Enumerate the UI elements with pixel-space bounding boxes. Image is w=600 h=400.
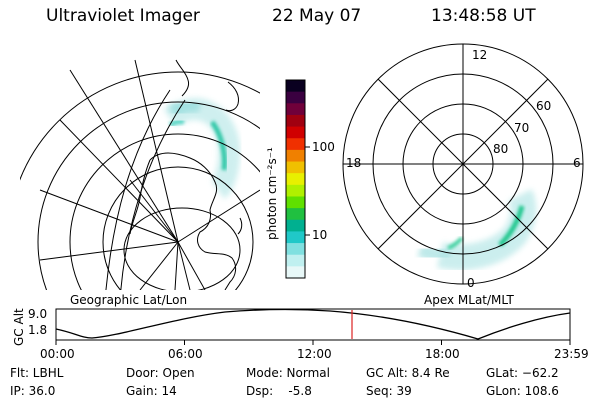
status-filter: Flt: LBHL: [10, 366, 64, 380]
mlt-label-12: 12: [472, 48, 488, 62]
status-mode: Mode: Normal: [246, 366, 330, 380]
colorbar-segment: [286, 114, 305, 128]
colorbar-segment: [286, 266, 305, 279]
altitude-ytick-high: 9.0: [28, 307, 48, 321]
polar-map: [342, 43, 584, 285]
aurora-polar: [417, 189, 537, 271]
lat-circle: [69, 133, 260, 290]
colorbar-tick-label-100: 100: [312, 140, 335, 154]
colorbar-unit-label: photon cm⁻²s⁻¹: [265, 147, 279, 240]
colorbar-segment: [286, 138, 305, 151]
status-gain: Gain: 14: [126, 384, 177, 398]
altitude-xticks: [55, 340, 571, 345]
date-label: 22 May 07: [272, 6, 362, 26]
altitude-ytick-low: 1.8: [28, 323, 48, 337]
coastlines: [129, 59, 243, 290]
altitude-xtick-label: 23:59: [554, 347, 589, 361]
earth-limb: [20, 71, 260, 181]
colorbar-segment: [286, 208, 305, 221]
status-glat: GLat: −62.2: [486, 366, 559, 380]
altitude-xtick-label: 06:00: [168, 347, 203, 361]
colorbar-segment: [286, 103, 305, 116]
mlat-label-60: 60: [536, 99, 552, 113]
colorbar-segment: [286, 126, 305, 139]
colorbar-segment: [286, 80, 305, 93]
colorbar: [286, 80, 305, 279]
instrument-title: Ultraviolet Imager: [46, 6, 200, 26]
altitude-xtick-label: 00:00: [40, 347, 75, 361]
status-ip: IP: 36.0: [10, 384, 56, 398]
altitude-xtick-label: 12:00: [297, 347, 332, 361]
altitude-xtick-label: 18:00: [425, 347, 460, 361]
altitude-ylabel: GC Alt: [12, 308, 26, 346]
mlt-line-diag: [377, 78, 549, 250]
colorbar-segment: [286, 149, 305, 163]
altitude-curve: [55, 308, 571, 340]
colorbar-segment: [286, 219, 305, 233]
status-door: Door: Open: [126, 366, 195, 380]
lat-circle: [37, 101, 260, 290]
status-dsp: Dsp: -5.8: [246, 384, 312, 398]
altitude-plot-frame: [55, 308, 571, 341]
right-panel-label: Apex MLat/MLT: [424, 293, 514, 307]
status-seq: Seq: 39: [366, 384, 412, 398]
colorbar-segment: [286, 173, 305, 186]
lat-circle: [123, 207, 241, 290]
lat-circle: [102, 166, 254, 290]
mlat-label-70: 70: [514, 121, 530, 135]
mlt-label-0: 0: [467, 276, 475, 290]
mlat-label-80: 80: [493, 142, 509, 156]
left-panel-label: Geographic Lat/Lon: [70, 293, 188, 307]
altitude-plot: [55, 308, 571, 345]
colorbar-segment: [286, 161, 305, 174]
aurora-geographic: [163, 98, 241, 199]
colorbar-segment: [286, 184, 305, 198]
mlt-label-6: 6: [573, 156, 581, 170]
status-glon: GLon: 108.6: [486, 384, 559, 398]
status-gc-alt: GC Alt: 8.4 Re: [366, 366, 450, 380]
mlt-label-18: 18: [346, 156, 362, 170]
colorbar-frame: [285, 79, 306, 279]
colorbar-tick-label-10: 10: [312, 228, 328, 242]
colorbar-segment: [286, 91, 305, 104]
colorbar-segment: [286, 243, 305, 256]
colorbar-segment: [286, 231, 305, 244]
colorbar-segment: [286, 254, 305, 267]
colorbar-segment: [286, 196, 305, 209]
time-label: 13:48:58 UT: [431, 6, 536, 26]
geographic-map: [20, 59, 260, 290]
meridians: [39, 59, 260, 290]
